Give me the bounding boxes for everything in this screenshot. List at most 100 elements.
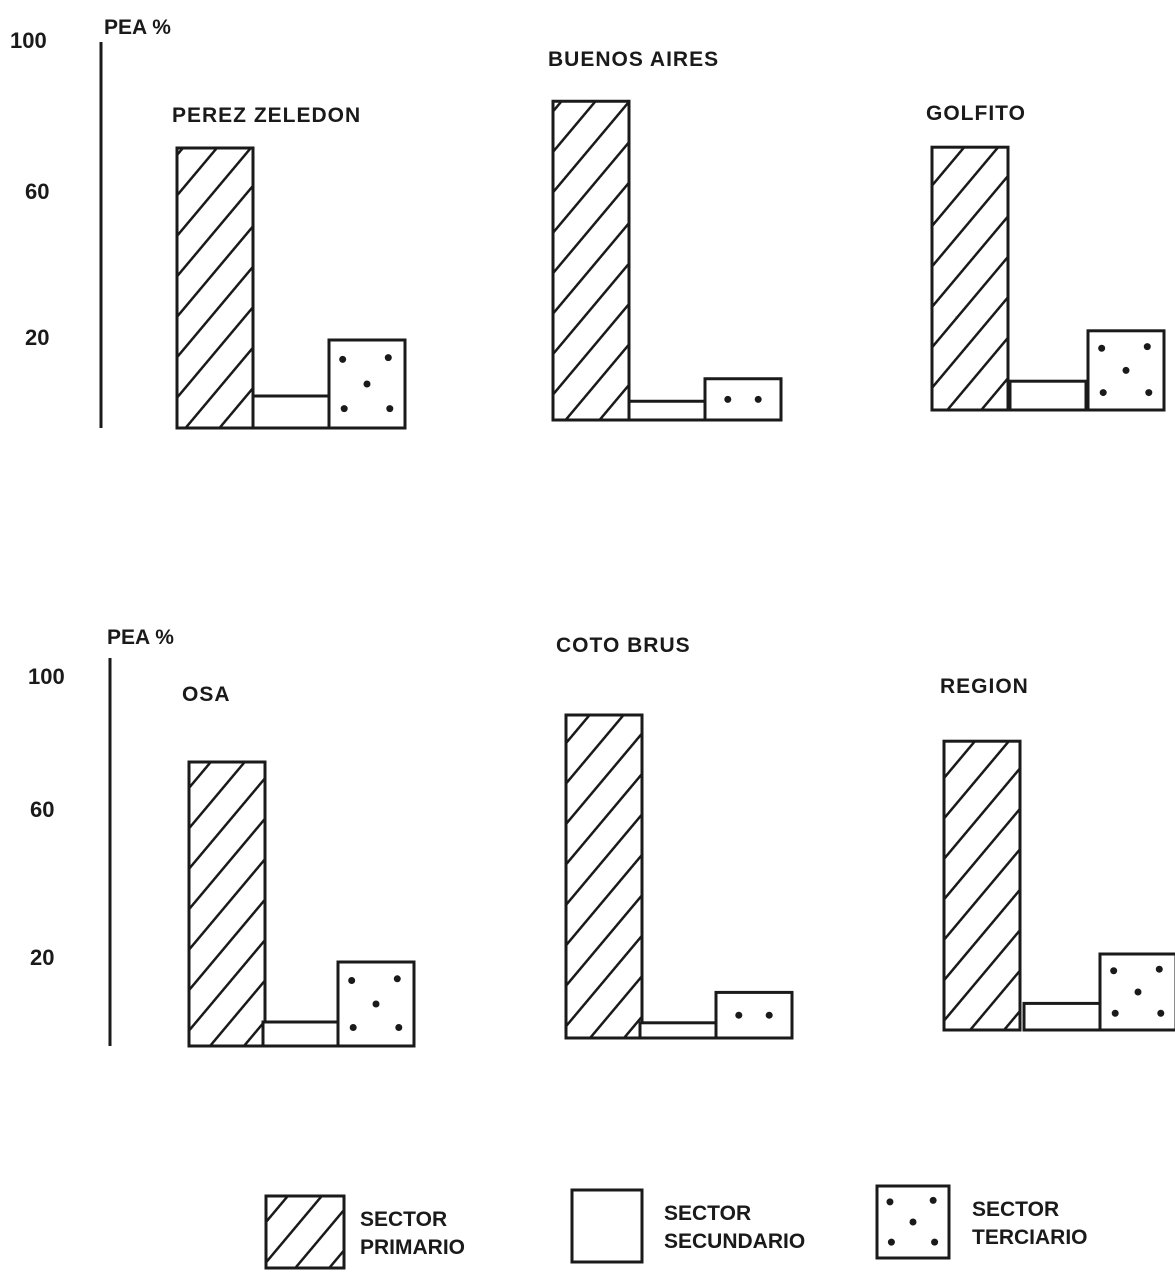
panel-buenos-aires: BUENOS AIRES [548, 48, 783, 422]
panel-perez-zeledon-bar-sector-secundario-rect [251, 394, 331, 430]
panel-osa-bar-sector-primario [187, 760, 267, 1048]
panel-region-bar-sector-secundario [1022, 1001, 1102, 1032]
y-tick-label-20-bottom: 20 [30, 945, 54, 970]
panel-region-bar-sector-terciario [1098, 952, 1175, 1032]
chart-panels: PEREZ ZELEDON BUENOS AIRES GOLFITO OSA COTO … [172, 48, 1175, 1048]
legend-item-secundario-swatch [570, 1188, 644, 1264]
legend-item-terciario-swatch [875, 1184, 951, 1260]
legend-item-primario-swatch-rect [264, 1194, 346, 1270]
panel-region: REGION [940, 675, 1175, 1032]
legend: SECTOR PRIMARIO SECTOR SECUNDARIO SECTOR TERC… [264, 1184, 1088, 1270]
panel-golfito-bar-sector-terciario-dot-0 [1098, 344, 1106, 352]
panel-perez-zeledon-bar-sector-primario [175, 146, 255, 430]
panel-perez-zeledon-bar-sector-terciario-dot-1 [384, 354, 392, 362]
y-tick-label-20-top: 20 [25, 325, 49, 350]
panel-buenos-aires-bar-sector-secundario-rect [627, 399, 707, 422]
panel-perez-zeledon: PEREZ ZELEDON [172, 104, 407, 430]
panel-golfito-bar-sector-secundario [1008, 379, 1088, 412]
panel-region-bar-sector-terciario-dot-4 [1157, 1009, 1165, 1017]
y-axis-title-bottom: PEA % [107, 626, 174, 649]
panel-perez-zeledon-bar-sector-terciario [327, 338, 407, 430]
panel-buenos-aires-bar-sector-terciario-dot-0 [724, 395, 732, 403]
panel-perez-zeledon-bar-sector-terciario-dot-0 [339, 355, 347, 363]
panel-coto-brus-bar-sector-primario-rect [564, 713, 644, 1040]
panel-coto-brus: COTO BRUS [556, 634, 794, 1040]
panel-coto-brus-bar-sector-terciario [714, 990, 794, 1040]
panel-perez-zeledon-bar-sector-primario-rect [175, 146, 255, 430]
y-axis-top: PEA % 100 60 20 [10, 16, 171, 428]
y-axis-bottom: PEA % 100 60 20 [28, 626, 174, 1046]
panel-golfito-title: GOLFITO [926, 102, 1026, 125]
legend-item-primario: SECTOR PRIMARIO [264, 1194, 465, 1270]
panel-perez-zeledon-bar-sector-secundario [251, 394, 331, 430]
panel-osa-title: OSA [182, 683, 231, 706]
panel-golfito-bar-sector-terciario [1086, 329, 1166, 412]
panel-region-bar-sector-primario [942, 739, 1022, 1032]
panel-buenos-aires-bar-sector-primario [551, 99, 631, 422]
panel-coto-brus-bar-sector-terciario-rect [714, 990, 794, 1040]
panel-region-bar-sector-terciario-dot-0 [1110, 967, 1118, 975]
panel-golfito-bar-sector-terciario-dot-2 [1122, 366, 1130, 374]
panel-osa-bar-sector-terciario [336, 960, 416, 1048]
panel-buenos-aires-bar-sector-terciario [703, 377, 783, 422]
panel-coto-brus-title: COTO BRUS [556, 634, 691, 657]
panel-golfito-bar-sector-primario-rect [930, 145, 1010, 412]
y-tick-label-100-bottom: 100 [28, 664, 65, 689]
panel-coto-brus-bar-sector-terciario-dot-0 [735, 1011, 743, 1019]
legend-item-primario-swatch [264, 1194, 346, 1270]
panel-region-bar-sector-terciario-dot-1 [1155, 965, 1163, 973]
legend-item-secundario-label-line1: SECTOR [664, 1202, 751, 1225]
panel-golfito-bar-sector-terciario-dot-4 [1145, 389, 1153, 397]
panel-coto-brus-bar-sector-primario [564, 713, 644, 1040]
y-tick-label-60-bottom: 60 [30, 797, 54, 822]
panel-region-bar-sector-terciario-dot-3 [1111, 1009, 1119, 1017]
panel-coto-brus-bar-sector-secundario-rect [638, 1021, 718, 1040]
y-axis-title-top: PEA % [104, 16, 171, 39]
panel-region-bar-sector-terciario-dot-2 [1134, 988, 1142, 996]
panel-perez-zeledon-bar-sector-terciario-dot-2 [363, 380, 371, 388]
legend-item-terciario-swatch-dot-3 [887, 1238, 895, 1246]
panel-osa-bar-sector-secundario [261, 1020, 341, 1048]
legend-item-terciario-label-line2: TERCIARIO [972, 1226, 1088, 1249]
panel-region-title: REGION [940, 675, 1029, 698]
legend-item-terciario-swatch-dot-2 [909, 1218, 917, 1226]
legend-item-terciario: SECTOR TERCIARIO [875, 1184, 1088, 1260]
legend-item-terciario-label-line1: SECTOR [972, 1198, 1059, 1221]
panel-golfito-bar-sector-terciario-dot-3 [1099, 389, 1107, 397]
panel-buenos-aires-title: BUENOS AIRES [548, 48, 719, 71]
panel-golfito-bar-sector-terciario-dot-1 [1143, 343, 1151, 351]
panel-buenos-aires-bar-sector-terciario-dot-1 [754, 395, 762, 403]
panel-osa-bar-sector-terciario-dot-3 [349, 1024, 357, 1032]
panel-perez-zeledon-bar-sector-terciario-dot-3 [340, 405, 348, 413]
legend-item-secundario: SECTOR SECUNDARIO [570, 1188, 805, 1264]
panel-golfito-bar-sector-secundario-rect [1008, 379, 1088, 412]
panel-osa-bar-sector-terciario-dot-2 [372, 1000, 380, 1008]
panel-buenos-aires-bar-sector-secundario [627, 399, 707, 422]
y-tick-label-100-top: 100 [10, 28, 47, 53]
panel-osa: OSA [182, 683, 416, 1048]
panel-golfito-bar-sector-primario [930, 145, 1010, 412]
panel-perez-zeledon-title: PEREZ ZELEDON [172, 104, 361, 127]
panel-osa-bar-sector-terciario-dot-1 [393, 975, 401, 983]
panel-coto-brus-bar-sector-terciario-dot-1 [765, 1011, 773, 1019]
panel-perez-zeledon-bar-sector-terciario-dot-4 [386, 405, 394, 413]
panel-buenos-aires-bar-sector-primario-rect [551, 99, 631, 422]
panel-buenos-aires-bar-sector-terciario-rect [703, 377, 783, 422]
panel-osa-bar-sector-terciario-dot-4 [395, 1024, 403, 1032]
panel-coto-brus-bar-sector-secundario [638, 1021, 718, 1040]
legend-item-terciario-swatch-dot-1 [929, 1196, 937, 1204]
legend-item-terciario-swatch-dot-0 [886, 1198, 894, 1206]
legend-item-primario-label-line1: SECTOR [360, 1208, 447, 1231]
panel-region-bar-sector-secundario-rect [1022, 1001, 1102, 1032]
y-tick-label-60-top: 60 [25, 179, 49, 204]
legend-item-secundario-label-line2: SECUNDARIO [664, 1230, 805, 1253]
panel-osa-bar-sector-secundario-rect [261, 1020, 341, 1048]
legend-item-terciario-swatch-dot-4 [931, 1238, 939, 1246]
panel-osa-bar-sector-terciario-dot-0 [348, 976, 356, 984]
panel-region-bar-sector-primario-rect [942, 739, 1022, 1032]
legend-item-secundario-swatch-rect [570, 1188, 644, 1264]
panel-golfito: GOLFITO [926, 102, 1166, 412]
legend-item-primario-label-line2: PRIMARIO [360, 1236, 465, 1259]
panel-osa-bar-sector-primario-rect [187, 760, 267, 1048]
